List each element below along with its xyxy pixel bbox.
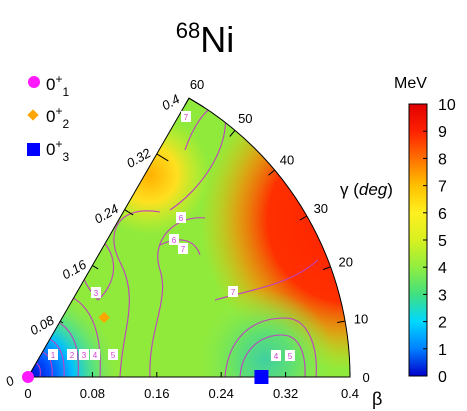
colorbar-tick-label: 1: [438, 342, 447, 359]
contour-label-bg: [108, 349, 118, 360]
gamma-tick-label: 40: [280, 153, 294, 168]
gamma-tick: [337, 320, 346, 323]
contour-label: 3: [94, 289, 99, 298]
gamma-tick-label: 60: [190, 77, 204, 92]
gamma-tick: [268, 169, 275, 176]
contour-label: 4: [93, 351, 98, 360]
contour-label-bg: [285, 350, 295, 361]
contour-label: 5: [288, 352, 293, 361]
legend-label-state-1: 0+1: [46, 72, 69, 99]
legend: 0+1 0+2 0+3: [27, 72, 69, 164]
beta-axis-label: β: [372, 389, 382, 409]
legend-marker-state-2: [27, 109, 39, 121]
colorbar-tick-label: 0: [438, 369, 447, 386]
contour-label-bg: [79, 349, 89, 360]
beta-diag-tick: [59, 320, 64, 324]
contour-label: 7: [231, 288, 236, 297]
contour-label-bg: [228, 286, 238, 297]
legend-label-state-3: 0+3: [46, 137, 69, 164]
legend-marker-state-1: [28, 76, 40, 88]
beta-tick-label: 0.08: [80, 386, 105, 401]
beta-diag-tick: [156, 153, 169, 162]
beta-diag-tick: [124, 209, 134, 216]
colorbar-ticks: 0 1 2 3 4 5 6 7 8 9 10: [423, 97, 456, 386]
contour-label: 6: [179, 214, 184, 223]
contour-label: 1: [51, 351, 56, 360]
beta-tick-label: 0.4: [341, 386, 359, 401]
contour-label: 5: [111, 351, 116, 360]
colorbar-tick-label: 6: [438, 206, 447, 223]
contour-line: [159, 239, 201, 256]
beta-diag-tick-label: 0.4: [159, 91, 182, 113]
colorbar-tick-label: 10: [438, 97, 456, 114]
title-mass: 68: [176, 18, 200, 43]
contour-label-bg: [67, 349, 77, 360]
gamma-tick-label: 50: [238, 111, 252, 126]
beta-diag-tick: [188, 97, 204, 108]
contour-line: [224, 317, 317, 377]
colorbar-tick-label: 8: [438, 151, 447, 168]
beta-diag-tick-label: 0: [3, 372, 17, 389]
colorbar-tick-label: 3: [438, 287, 447, 304]
contour-label-bg: [271, 350, 281, 361]
contour-label-bg: [181, 111, 191, 122]
beta-tick-label: 0.16: [144, 386, 169, 401]
colorbar: MeV 0 1 2 3 4 5 6 7 8 9 10: [394, 75, 456, 386]
beta-tick-label: 0: [24, 386, 31, 401]
beta-diag-tick: [92, 265, 99, 270]
colorbar-tick-label: 5: [438, 233, 447, 250]
colorbar-tick-label: 4: [438, 260, 447, 277]
contour-label-bg: [178, 243, 188, 254]
contour-label-bg: [169, 234, 179, 245]
state-marker-circle: [22, 371, 34, 383]
gamma-tick-label: 20: [338, 254, 352, 269]
contour-label-bg: [176, 212, 186, 223]
colorbar-unit: MeV: [394, 75, 427, 92]
contour-label: 3: [82, 351, 87, 360]
contour-label: 7: [184, 113, 189, 122]
title-element: Ni: [200, 19, 234, 60]
beta-tick-label: 0.24: [209, 386, 234, 401]
colorbar-tick-label: 9: [438, 124, 447, 141]
gamma-tick: [184, 97, 190, 106]
legend-label-state-2: 0+2: [46, 104, 69, 131]
gamma-tick-label: 10: [354, 311, 368, 326]
contour-label-bg: [91, 287, 101, 298]
colorbar-tick-label: 7: [438, 179, 447, 196]
gamma-axis-label: γ (deg): [340, 180, 393, 199]
contour-line: [113, 210, 161, 377]
gamma-tick: [322, 266, 331, 271]
state-marker-square: [254, 370, 269, 384]
contour-label: 6: [172, 236, 177, 245]
gamma-tick: [299, 215, 308, 221]
contour-label-bg: [90, 349, 100, 360]
contour-label: 7: [181, 245, 186, 254]
gamma-tick-label: 30: [314, 201, 328, 216]
gamma-tick-label: 0: [362, 370, 369, 385]
gamma-tick: [229, 130, 236, 137]
chart-title: 68Ni: [176, 18, 234, 60]
contour-label: 4: [274, 352, 279, 361]
contour-line: [214, 259, 319, 301]
legend-marker-state-3: [27, 143, 40, 156]
contour-label-bg: [48, 349, 58, 360]
colorbar-tick-label: 2: [438, 315, 447, 332]
beta-tick-label: 0.32: [273, 386, 298, 401]
contour-label: 2: [70, 351, 75, 360]
contour-line: [239, 334, 306, 377]
